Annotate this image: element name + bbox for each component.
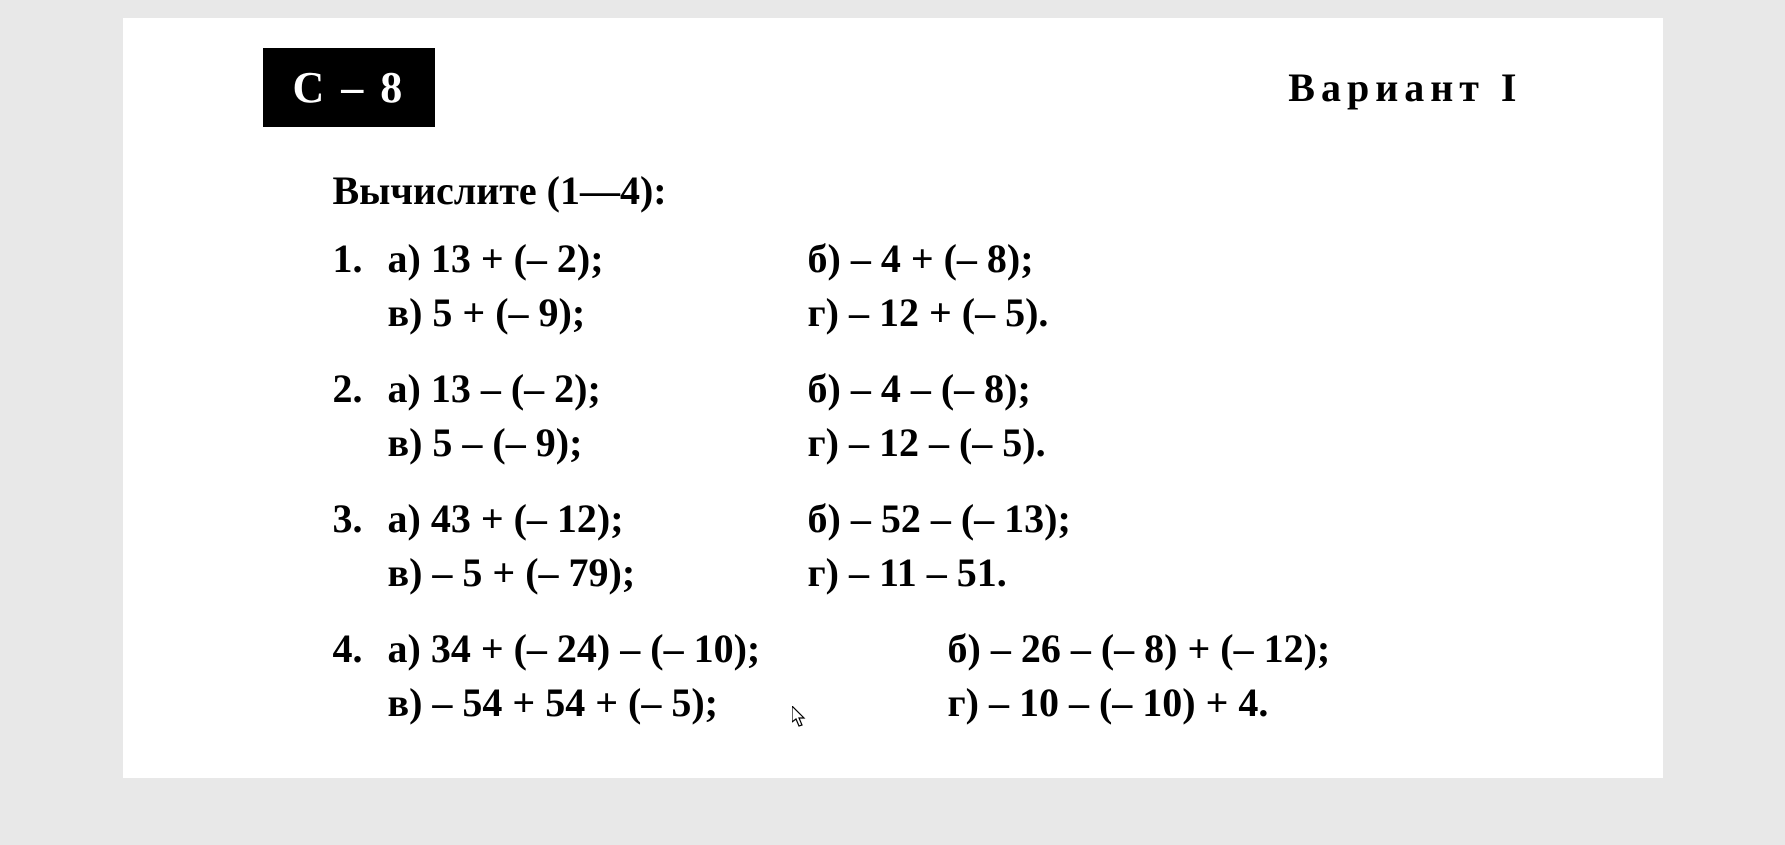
header-row: С – 8 Вариант I xyxy=(263,48,1523,127)
problem-item-v: в) – 54 + 54 + (– 5); xyxy=(388,676,948,730)
problem-3: 3. а) 43 + (– 12); б) – 52 – (– 13); в) … xyxy=(333,492,1523,600)
problem-item-g: г) – 12 – (– 5). xyxy=(808,416,1523,470)
spacer xyxy=(333,676,388,730)
problem-item-v: в) – 5 + (– 79); xyxy=(388,546,808,600)
problem-item-b: б) – 52 – (– 13); xyxy=(808,492,1523,546)
problem-number: 4. xyxy=(333,622,388,676)
problem-row: в) 5 + (– 9); г) – 12 + (– 5). xyxy=(333,286,1523,340)
problem-4: 4. а) 34 + (– 24) – (– 10); б) – 26 – (–… xyxy=(333,622,1523,730)
problem-number: 2. xyxy=(333,362,388,416)
variant-label: Вариант I xyxy=(1288,64,1522,111)
problem-row: 3. а) 43 + (– 12); б) – 52 – (– 13); xyxy=(333,492,1523,546)
problem-item-a: а) 43 + (– 12); xyxy=(388,492,808,546)
section-badge: С – 8 xyxy=(263,48,436,127)
problem-row: 4. а) 34 + (– 24) – (– 10); б) – 26 – (–… xyxy=(333,622,1523,676)
instruction-text: Вычислите (1—4): xyxy=(333,167,1523,214)
page-background: С – 8 Вариант I Вычислите (1—4): 1. а) 1… xyxy=(0,0,1785,845)
spacer xyxy=(333,286,388,340)
problem-item-a: а) 13 + (– 2); xyxy=(388,232,808,286)
problem-item-g: г) – 10 – (– 10) + 4. xyxy=(948,676,1523,730)
problem-item-v: в) 5 + (– 9); xyxy=(388,286,808,340)
spacer xyxy=(333,416,388,470)
problem-item-b: б) – 26 – (– 8) + (– 12); xyxy=(948,622,1523,676)
worksheet-paper: С – 8 Вариант I Вычислите (1—4): 1. а) 1… xyxy=(123,18,1663,778)
problem-item-a: а) 13 – (– 2); xyxy=(388,362,808,416)
problem-row: 2. а) 13 – (– 2); б) – 4 – (– 8); xyxy=(333,362,1523,416)
problem-item-v: в) 5 – (– 9); xyxy=(388,416,808,470)
problem-row: в) – 54 + 54 + (– 5); г) – 10 – (– 10) +… xyxy=(333,676,1523,730)
problem-item-b: б) – 4 + (– 8); xyxy=(808,232,1523,286)
problem-row: в) – 5 + (– 79); г) – 11 – 51. xyxy=(333,546,1523,600)
problem-row: в) 5 – (– 9); г) – 12 – (– 5). xyxy=(333,416,1523,470)
problem-item-g: г) – 11 – 51. xyxy=(808,546,1523,600)
problem-1: 1. а) 13 + (– 2); б) – 4 + (– 8); в) 5 +… xyxy=(333,232,1523,340)
problem-item-b: б) – 4 – (– 8); xyxy=(808,362,1523,416)
problem-number: 3. xyxy=(333,492,388,546)
problem-2: 2. а) 13 – (– 2); б) – 4 – (– 8); в) 5 –… xyxy=(333,362,1523,470)
problem-row: 1. а) 13 + (– 2); б) – 4 + (– 8); xyxy=(333,232,1523,286)
problem-number: 1. xyxy=(333,232,388,286)
spacer xyxy=(333,546,388,600)
problem-item-a: а) 34 + (– 24) – (– 10); xyxy=(388,622,948,676)
problem-item-g: г) – 12 + (– 5). xyxy=(808,286,1523,340)
